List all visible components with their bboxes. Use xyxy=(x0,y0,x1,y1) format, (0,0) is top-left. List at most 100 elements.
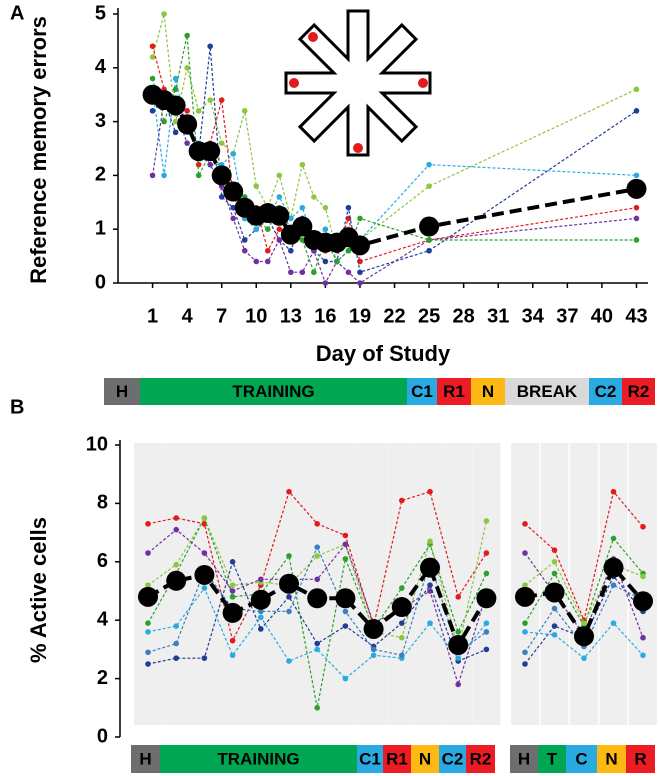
subject-point xyxy=(314,521,321,527)
subject-point xyxy=(229,637,236,644)
subject-point xyxy=(483,629,490,635)
mean-point xyxy=(391,597,412,618)
subject-point xyxy=(229,559,236,565)
subject-point xyxy=(322,226,329,232)
phase-label: H xyxy=(116,382,128,401)
mean-point xyxy=(335,588,356,609)
subject-point xyxy=(145,521,151,527)
subject-point xyxy=(184,65,190,71)
mean-point xyxy=(574,626,594,647)
phase-segment xyxy=(104,378,140,405)
subject-point xyxy=(218,194,225,200)
phase-label: C xyxy=(575,749,587,768)
subject-point xyxy=(342,675,349,682)
phase-label: R2 xyxy=(628,382,650,401)
subject-point xyxy=(455,629,462,635)
subject-point xyxy=(427,620,433,626)
phase-segment xyxy=(538,745,566,773)
mean-point xyxy=(363,618,384,639)
subject-point xyxy=(455,655,462,661)
y-tick-label: 0 xyxy=(95,271,106,293)
subject-point xyxy=(258,608,264,615)
x-tick-label: 4 xyxy=(182,305,194,327)
subject-point xyxy=(426,247,432,254)
mean-point xyxy=(448,635,469,656)
mean-point xyxy=(603,557,624,578)
x-tick-label: 25 xyxy=(418,305,440,327)
mean-point xyxy=(515,586,535,607)
column-band xyxy=(472,443,501,725)
phase-segment xyxy=(471,378,505,405)
subject-point xyxy=(299,204,306,211)
subject-point xyxy=(258,626,264,632)
subject-point xyxy=(145,620,151,626)
subject-point xyxy=(276,237,283,243)
phase-label: H xyxy=(518,749,530,768)
subject-point xyxy=(229,594,236,600)
subject-point xyxy=(357,280,363,286)
subject-point xyxy=(230,204,237,211)
subject-point xyxy=(342,532,349,539)
phase-label: R1 xyxy=(443,382,465,401)
subject-point xyxy=(201,655,208,661)
subject-point xyxy=(195,161,202,168)
x-tick-label: 16 xyxy=(314,305,336,327)
subject-point xyxy=(161,118,167,125)
subject-point xyxy=(427,488,433,495)
phase-segment xyxy=(626,745,655,773)
phase-segment xyxy=(131,745,160,773)
y-tick-label: 6 xyxy=(97,550,108,572)
subject-point xyxy=(322,258,329,265)
phase-label: C1 xyxy=(411,382,433,401)
subject-point xyxy=(640,652,646,659)
subject-line xyxy=(524,575,644,665)
subject-point xyxy=(286,594,292,600)
subject-point xyxy=(633,204,640,211)
subject-point xyxy=(253,183,260,189)
phase-segment xyxy=(437,378,471,405)
subject-point xyxy=(230,151,237,157)
subject-point xyxy=(184,32,190,39)
subject-point xyxy=(145,649,151,656)
subject-point xyxy=(288,269,294,276)
subject-point xyxy=(455,594,462,600)
mean-point xyxy=(307,588,328,609)
subject-point xyxy=(253,226,260,232)
subject-point xyxy=(633,237,640,243)
x-tick-label: 31 xyxy=(487,305,509,327)
subject-point xyxy=(610,582,617,588)
subject-point xyxy=(286,553,292,559)
phase-label: BREAK xyxy=(517,382,578,401)
subject-point xyxy=(276,194,283,200)
subject-point xyxy=(522,582,528,588)
subject-point xyxy=(145,629,151,635)
subject-point xyxy=(173,623,179,629)
mean-point xyxy=(633,591,653,612)
reward-dot xyxy=(289,78,299,88)
subject-point xyxy=(311,194,317,200)
mean-point xyxy=(544,582,565,603)
y-tick-label: 8 xyxy=(97,492,108,514)
x-tick-label: 22 xyxy=(383,305,405,327)
x-tick-label: 37 xyxy=(556,305,578,327)
subject-point xyxy=(551,559,558,565)
y-tick-label: 10 xyxy=(86,433,108,455)
phase-label: N xyxy=(482,382,494,401)
subject-point xyxy=(399,652,405,659)
subject-point xyxy=(334,258,340,265)
y-tick-label: 2 xyxy=(95,164,106,186)
subject-point xyxy=(322,204,329,211)
phase-segment xyxy=(589,378,622,405)
subject-point xyxy=(286,608,292,615)
subject-point xyxy=(551,623,558,629)
subject-point xyxy=(253,258,260,265)
subject-point xyxy=(342,608,349,615)
mean-point xyxy=(626,178,647,199)
subject-point xyxy=(276,172,283,179)
subject-point xyxy=(551,547,558,553)
x-tick-label: 28 xyxy=(453,305,475,327)
subject-point xyxy=(207,97,213,103)
subject-point xyxy=(426,183,432,189)
column-band xyxy=(444,443,473,725)
subject-point xyxy=(357,258,363,265)
